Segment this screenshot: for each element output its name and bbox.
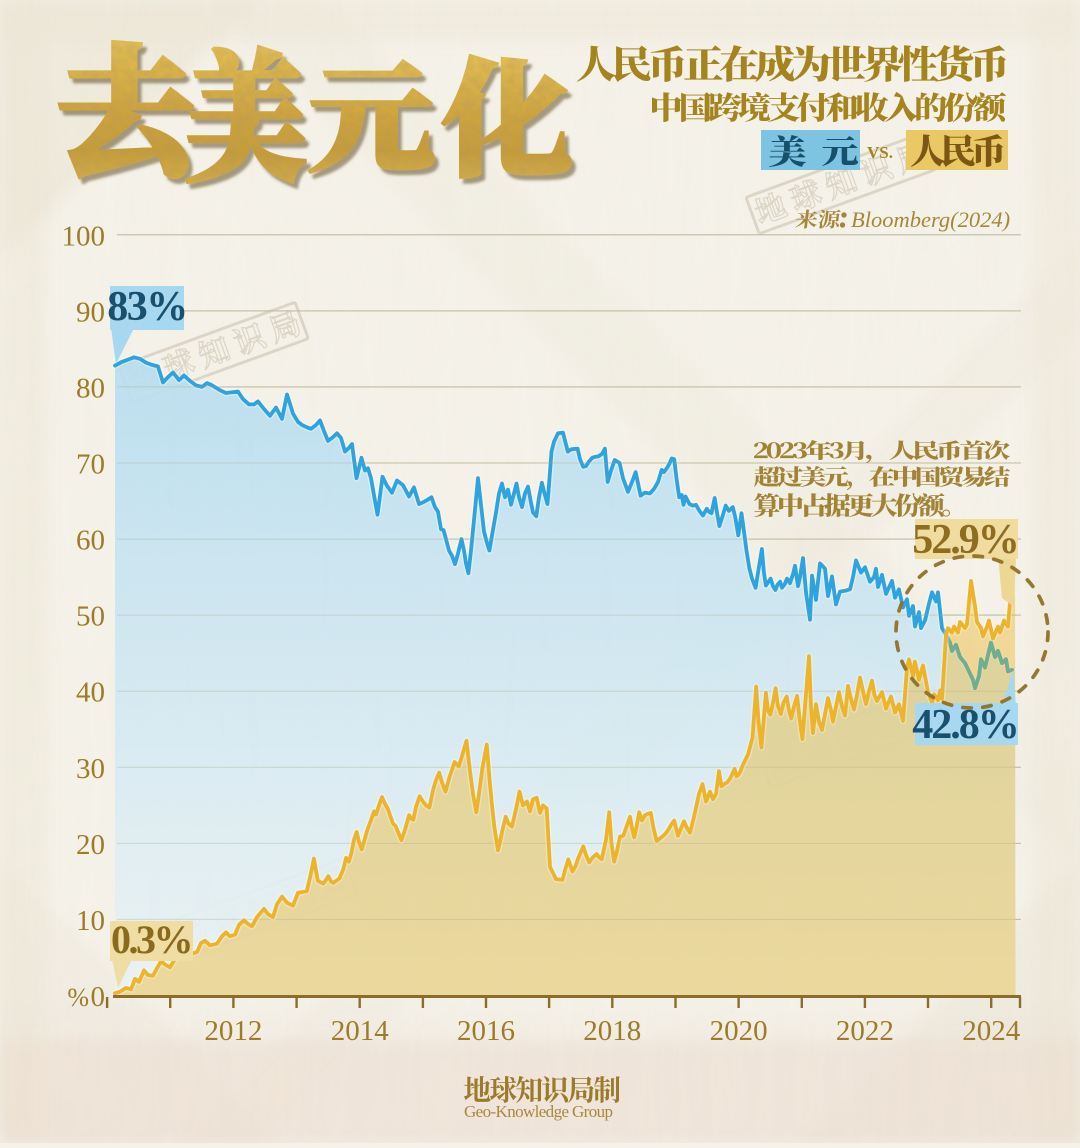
svg-text:60: 60	[76, 525, 105, 557]
svg-text:30: 30	[76, 753, 105, 785]
svg-text:50: 50	[76, 601, 105, 633]
svg-text:42.8%: 42.8%	[912, 702, 1018, 748]
svg-text:90: 90	[76, 296, 105, 328]
svg-text:2022: 2022	[836, 1015, 894, 1047]
svg-text:%: %	[67, 983, 89, 1012]
svg-text:2018: 2018	[583, 1015, 641, 1047]
svg-text:VS.: VS.	[867, 143, 893, 162]
svg-text:83%: 83%	[107, 284, 187, 330]
svg-text:2012: 2012	[204, 1015, 262, 1047]
svg-text:2020: 2020	[710, 1015, 768, 1047]
svg-text:70: 70	[76, 449, 105, 481]
svg-text:2016: 2016	[457, 1015, 515, 1047]
svg-text:Geo-Knowledge Group: Geo-Knowledge Group	[464, 1102, 613, 1121]
svg-text:Bloomberg(2024): Bloomberg(2024)	[851, 207, 1010, 232]
svg-text:52.9%: 52.9%	[912, 517, 1018, 563]
svg-text:40: 40	[76, 677, 105, 709]
svg-text:2024: 2024	[962, 1015, 1021, 1047]
svg-text:2014: 2014	[331, 1015, 390, 1047]
svg-text:0: 0	[91, 981, 106, 1013]
svg-text:80: 80	[76, 372, 105, 404]
svg-text:10: 10	[76, 905, 105, 937]
svg-text:0.3%: 0.3%	[111, 917, 191, 962]
svg-text:100: 100	[62, 220, 106, 252]
svg-text:20: 20	[76, 829, 105, 861]
